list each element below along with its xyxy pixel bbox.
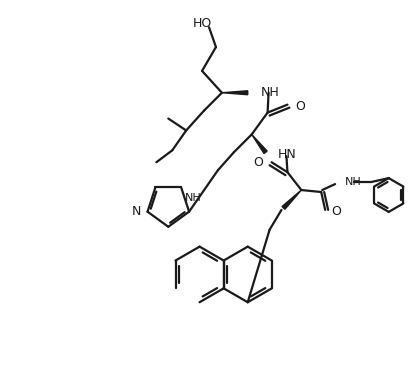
Polygon shape bbox=[282, 190, 301, 209]
Polygon shape bbox=[252, 135, 267, 154]
Text: NH: NH bbox=[261, 86, 279, 99]
Text: N: N bbox=[132, 205, 142, 218]
Text: HN: HN bbox=[278, 148, 296, 161]
Text: HO: HO bbox=[192, 17, 212, 30]
Text: NH: NH bbox=[345, 177, 362, 187]
Polygon shape bbox=[222, 91, 248, 95]
Text: O: O bbox=[254, 156, 264, 169]
Text: O: O bbox=[295, 100, 305, 113]
Text: O: O bbox=[331, 205, 341, 219]
Text: NH: NH bbox=[185, 193, 202, 203]
